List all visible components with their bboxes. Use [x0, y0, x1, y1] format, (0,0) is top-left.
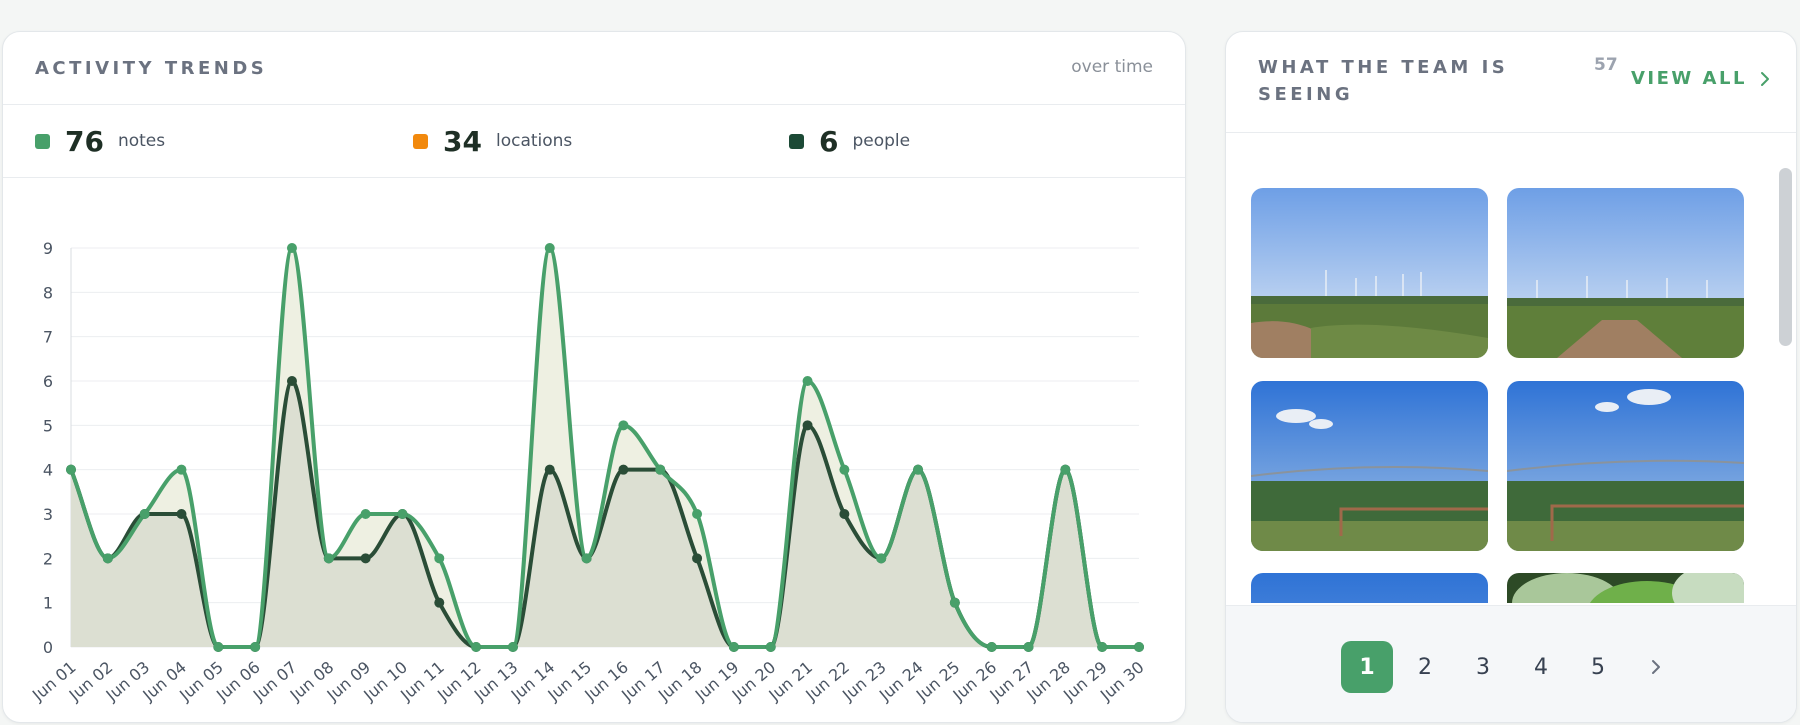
- data-point-notes: [876, 553, 887, 564]
- people-swatch: [789, 133, 804, 149]
- view-all-label: VIEW ALL: [1631, 68, 1747, 89]
- y-tick-label: 9: [43, 239, 53, 258]
- page-4-button[interactable]: 4: [1534, 654, 1548, 680]
- data-point-notes: [728, 642, 739, 652]
- photo-thumbnail[interactable]: [1507, 573, 1744, 603]
- data-point-people: [692, 553, 703, 564]
- data-point-notes: [581, 553, 592, 564]
- data-point-people: [176, 509, 187, 519]
- stat-notes-label: notes: [117, 131, 166, 151]
- data-point-people: [360, 553, 371, 564]
- stat-notes: 76 notes: [35, 105, 165, 177]
- stat-locations-label: locations: [495, 131, 573, 151]
- data-point-people: [802, 420, 813, 431]
- data-point-notes: [986, 642, 997, 652]
- activity-trends-title: ACTIVITY TRENDS: [35, 58, 268, 79]
- stat-notes-value: 76: [65, 124, 104, 158]
- team-seeing-title: WHAT THE TEAM IS SEEING: [1258, 57, 1509, 105]
- y-tick-label: 6: [43, 372, 53, 391]
- data-point-notes: [66, 464, 76, 475]
- wind-farm-photo: [1507, 188, 1744, 358]
- data-point-notes: [139, 509, 150, 519]
- photo-thumbnail[interactable]: [1507, 381, 1744, 551]
- data-point-notes: [1060, 464, 1071, 475]
- stat-locations-value: 34: [443, 124, 482, 158]
- data-point-notes: [286, 243, 297, 253]
- locations-swatch: [413, 133, 428, 149]
- irrigation-field-photo: [1251, 381, 1488, 551]
- notes-swatch: [35, 133, 50, 149]
- data-point-notes: [544, 243, 555, 253]
- sky-photo: [1251, 573, 1488, 603]
- data-point-people: [286, 376, 297, 386]
- y-tick-label: 0: [43, 638, 53, 657]
- y-tick-label: 4: [43, 461, 53, 480]
- activity-trends-subtitle: over time: [1071, 57, 1153, 77]
- page-5-button[interactable]: 5: [1591, 654, 1605, 680]
- data-point-notes: [802, 376, 813, 386]
- data-point-notes: [434, 553, 445, 564]
- data-point-notes: [1134, 642, 1144, 652]
- gallery-scrollbar[interactable]: [1779, 168, 1792, 346]
- team-seeing-card: WHAT THE TEAM IS SEEING 57 VIEW ALL: [1225, 31, 1797, 723]
- data-point-people: [544, 464, 555, 475]
- stat-people-value: 6: [819, 124, 839, 158]
- data-point-notes: [360, 509, 371, 519]
- photo-thumbnail[interactable]: [1507, 188, 1744, 358]
- data-point-people: [618, 464, 629, 475]
- activity-trends-header: ACTIVITY TRENDS over time: [3, 32, 1185, 105]
- photo-thumbnail[interactable]: [1251, 573, 1488, 603]
- photo-thumbnail[interactable]: [1251, 381, 1488, 551]
- page-3-button[interactable]: 3: [1476, 654, 1490, 680]
- activity-trends-card: ACTIVITY TRENDS over time 76 notes 34 lo…: [2, 31, 1186, 723]
- view-all-link[interactable]: VIEW ALL: [1631, 68, 1773, 89]
- data-point-notes: [213, 642, 224, 652]
- chevron-right-icon: [1652, 660, 1660, 674]
- data-point-notes: [323, 553, 334, 564]
- data-point-notes: [471, 642, 482, 652]
- data-point-notes: [1097, 642, 1108, 652]
- stat-people: 6 people: [789, 105, 910, 177]
- photo-gallery[interactable]: [1226, 132, 1796, 603]
- stats-row: 76 notes 34 locations 6 people: [3, 105, 1185, 178]
- page-2-button[interactable]: 2: [1418, 654, 1432, 680]
- y-tick-label: 2: [43, 549, 53, 568]
- data-point-notes: [102, 553, 113, 564]
- y-tick-label: 8: [43, 283, 53, 302]
- y-tick-label: 5: [43, 416, 53, 435]
- data-point-people: [434, 597, 445, 608]
- next-page-button[interactable]: [1630, 641, 1682, 693]
- data-point-people: [839, 509, 850, 519]
- pagination: 1 2 3 4 5: [1226, 605, 1796, 722]
- cabbage-photo: [1507, 573, 1744, 603]
- irrigation-field-photo: [1507, 381, 1744, 551]
- data-point-notes: [397, 509, 408, 519]
- stat-locations: 34 locations: [413, 105, 572, 177]
- y-tick-label: 3: [43, 505, 53, 524]
- data-point-notes: [250, 642, 261, 652]
- data-point-notes: [618, 420, 629, 431]
- data-point-notes: [692, 509, 703, 519]
- data-point-notes: [655, 464, 666, 475]
- photo-count: 57: [1594, 55, 1618, 75]
- y-tick-label: 1: [43, 594, 53, 613]
- data-point-notes: [1023, 642, 1034, 652]
- chevron-right-icon: [1760, 71, 1769, 86]
- data-point-notes: [765, 642, 776, 652]
- stat-people-label: people: [852, 131, 911, 151]
- data-point-notes: [949, 597, 960, 608]
- photo-thumbnail[interactable]: [1251, 188, 1488, 358]
- data-point-notes: [176, 464, 187, 475]
- data-point-notes: [507, 642, 518, 652]
- data-point-notes: [839, 464, 850, 475]
- page-1-button[interactable]: 1: [1341, 641, 1393, 693]
- wind-farm-photo: [1251, 188, 1488, 358]
- y-tick-label: 7: [43, 328, 53, 347]
- data-point-notes: [913, 464, 924, 475]
